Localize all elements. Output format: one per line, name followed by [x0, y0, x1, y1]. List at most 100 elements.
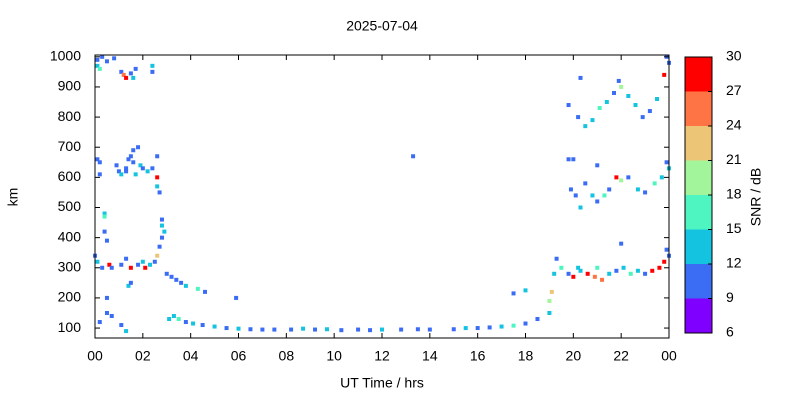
data-point — [104, 238, 109, 243]
data-point — [100, 265, 105, 270]
colorbar-band — [685, 160, 712, 195]
data-point — [112, 56, 117, 61]
data-point — [313, 327, 318, 332]
data-point — [643, 271, 648, 276]
data-point — [595, 163, 600, 168]
data-point — [635, 268, 640, 273]
data-point — [399, 327, 404, 332]
colorbar-band — [685, 264, 712, 299]
data-point — [95, 63, 100, 68]
colorbar-tick-label: 9 — [726, 289, 734, 305]
data-point — [136, 145, 141, 150]
data-point — [124, 256, 129, 261]
data-point — [475, 326, 480, 331]
data-point — [583, 181, 588, 186]
data-point — [547, 298, 552, 303]
data-point — [157, 244, 162, 249]
data-point — [159, 223, 164, 228]
data-point — [174, 277, 179, 282]
data-point — [604, 100, 609, 105]
data-point — [662, 259, 667, 264]
colorbar-tick-label: 18 — [726, 186, 742, 202]
data-point — [150, 63, 155, 68]
x-tick-label: 22 — [613, 348, 629, 364]
colorbar-band — [685, 229, 712, 264]
data-point — [566, 103, 571, 108]
data-point — [126, 157, 131, 162]
data-point — [104, 310, 109, 315]
colorbar-tick-label: 6 — [726, 324, 734, 340]
data-point — [148, 262, 153, 267]
data-point — [138, 163, 143, 168]
y-tick-label: 100 — [58, 319, 82, 335]
data-point — [597, 106, 602, 111]
data-point — [368, 328, 373, 333]
data-point — [619, 241, 624, 246]
data-point — [131, 160, 136, 165]
data-point — [224, 326, 229, 331]
data-point — [552, 271, 557, 276]
data-point — [140, 259, 145, 264]
y-tick-label: 700 — [58, 138, 82, 154]
y-tick-label: 400 — [58, 228, 82, 244]
data-point — [592, 274, 597, 279]
y-tick-label: 500 — [58, 198, 82, 214]
data-point — [114, 163, 119, 168]
data-point — [155, 154, 160, 159]
data-point — [602, 193, 607, 198]
data-point — [568, 187, 573, 192]
data-point — [167, 317, 172, 322]
data-point — [97, 160, 102, 165]
data-point — [463, 326, 468, 331]
data-point — [301, 326, 306, 331]
colorbar-label: SNR / dB — [748, 168, 764, 226]
data-point — [559, 265, 564, 270]
data-point — [236, 326, 241, 331]
data-point — [578, 205, 583, 210]
y-tick-label: 600 — [58, 168, 82, 184]
data-point — [595, 199, 600, 204]
data-point — [611, 90, 616, 95]
data-point — [511, 291, 516, 296]
x-axis-label: UT Time / hrs — [340, 375, 424, 391]
data-point — [511, 323, 516, 328]
y-tick-label: 200 — [58, 289, 82, 305]
data-point — [411, 154, 416, 159]
data-point — [126, 283, 131, 288]
data-point — [150, 69, 155, 74]
data-point — [662, 72, 667, 77]
data-point — [124, 329, 129, 334]
data-point — [176, 317, 181, 322]
data-point — [97, 172, 102, 177]
data-point — [128, 280, 133, 285]
x-tick-label: 16 — [470, 348, 486, 364]
data-point — [289, 327, 294, 332]
data-point — [159, 217, 164, 222]
data-point — [573, 193, 578, 198]
data-point — [499, 324, 504, 329]
x-tick-label: 10 — [326, 348, 342, 364]
data-point — [145, 169, 150, 174]
x-tick-label: 14 — [422, 348, 438, 364]
plot-frame — [94, 54, 670, 339]
data-point — [619, 178, 624, 183]
colorbar-band — [685, 298, 712, 333]
y-axis-label: km — [5, 188, 21, 207]
data-point — [183, 320, 188, 325]
data-point — [339, 328, 344, 333]
data-point — [614, 175, 619, 180]
data-point — [595, 265, 600, 270]
x-tick-label: 06 — [231, 348, 247, 364]
data-point — [585, 271, 590, 276]
data-point — [664, 247, 669, 252]
data-point — [619, 84, 624, 89]
data-point — [640, 115, 645, 120]
y-tick-label: 900 — [58, 78, 82, 94]
data-point — [614, 268, 619, 273]
data-point — [95, 157, 100, 162]
data-point — [107, 262, 112, 267]
data-point — [523, 321, 528, 326]
colorbar-tick-label: 24 — [726, 117, 742, 133]
data-point — [133, 66, 138, 71]
